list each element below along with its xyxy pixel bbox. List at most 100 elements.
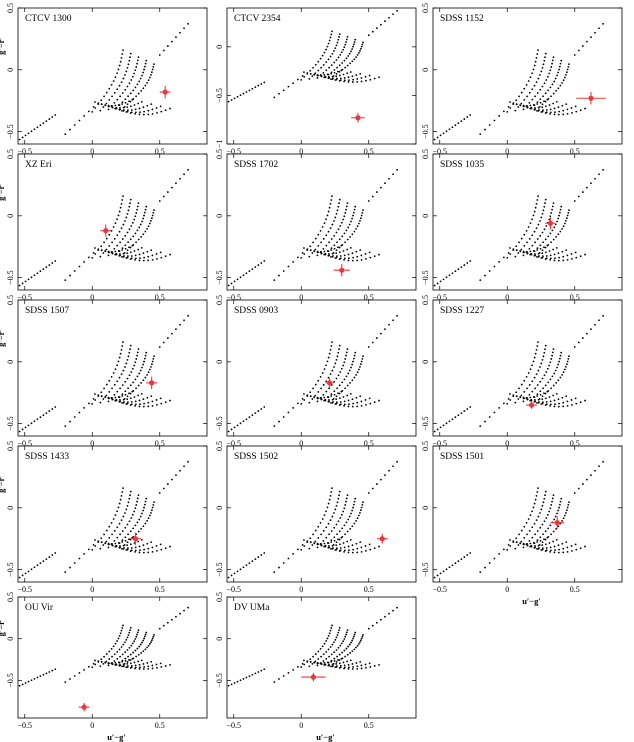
model-point (311, 662, 314, 665)
model-point (493, 411, 496, 414)
model-point (136, 631, 139, 634)
model-point (134, 649, 137, 652)
x-tick-label: 0.5 (570, 147, 580, 156)
model-point (581, 483, 584, 485)
model-point (114, 399, 117, 402)
model-point (322, 539, 325, 542)
model-point (357, 222, 360, 225)
x-tick-label: 0.5 (364, 439, 374, 448)
model-point (573, 346, 576, 348)
model-point (39, 416, 42, 419)
model-point (488, 416, 491, 418)
model-point (111, 398, 114, 401)
model-point (557, 259, 560, 262)
panel-frame (17, 299, 208, 437)
y-tick-label: −1 (215, 140, 224, 149)
model-point (579, 547, 582, 550)
model-point (566, 108, 569, 111)
model-point (563, 222, 566, 225)
model-point (187, 22, 190, 25)
model-point (73, 562, 76, 564)
model-point (97, 660, 100, 663)
model-point (502, 110, 505, 113)
model-point (110, 83, 113, 86)
model-point (333, 220, 335, 222)
model-point (136, 500, 138, 503)
model-point (562, 547, 565, 550)
model-point (166, 191, 169, 193)
model-point (153, 355, 155, 358)
model-point (364, 663, 367, 666)
panel-title: SDSS 1502 (234, 452, 278, 462)
panel-frame (17, 7, 208, 145)
model-point (140, 652, 143, 654)
model-point (124, 641, 126, 644)
model-point (331, 401, 334, 404)
observed-marker (547, 220, 554, 226)
model-point (314, 540, 317, 543)
model-point (121, 627, 124, 629)
model-point (348, 52, 351, 55)
model-point (138, 645, 141, 648)
model-point (557, 405, 560, 408)
model-point (330, 238, 333, 240)
model-point (142, 525, 145, 528)
model-point (150, 639, 153, 642)
model-point (134, 86, 137, 89)
model-point (136, 647, 139, 650)
model-point (498, 553, 501, 555)
model-point (21, 574, 24, 577)
model-point (332, 75, 335, 77)
model-point (515, 249, 518, 252)
model-point (338, 490, 341, 493)
model-point (353, 522, 356, 525)
model-point (324, 253, 327, 256)
model-point (341, 243, 344, 246)
model-point (348, 515, 351, 518)
model-point (359, 639, 362, 642)
model-point (33, 566, 36, 569)
model-point (143, 506, 145, 509)
model-point (78, 557, 81, 560)
model-point (548, 396, 551, 398)
model-point (156, 257, 158, 260)
x-tick-label: −0.5 (432, 147, 447, 156)
model-point (336, 501, 339, 504)
model-point (530, 253, 533, 256)
model-point (565, 363, 568, 366)
model-point (147, 667, 150, 670)
model-point (303, 659, 305, 662)
model-point (327, 77, 330, 80)
model-point (321, 645, 324, 648)
model-point (292, 261, 295, 263)
model-point (150, 365, 152, 368)
model-point (150, 219, 152, 222)
model-point (36, 272, 39, 275)
model-point (159, 105, 162, 108)
model-point (352, 211, 355, 214)
panel-title: SDSS 1035 (440, 160, 484, 170)
model-point (134, 638, 137, 640)
model-point (100, 541, 103, 544)
model-point (338, 251, 341, 254)
model-point (553, 518, 556, 521)
model-point (558, 357, 561, 360)
model-point (351, 405, 354, 408)
model-point (344, 635, 347, 638)
model-point (107, 254, 110, 257)
model-point (242, 677, 245, 680)
model-point (518, 241, 520, 244)
model-point (136, 62, 138, 65)
model-point (484, 420, 486, 423)
model-point (135, 66, 138, 68)
y-tick-label: −0.5 (215, 562, 224, 577)
model-point (359, 363, 362, 366)
model-point (292, 668, 295, 671)
model-point (127, 533, 129, 536)
model-point (108, 537, 111, 539)
model-point (554, 515, 557, 518)
model-point (133, 218, 136, 221)
model-point (131, 642, 134, 645)
